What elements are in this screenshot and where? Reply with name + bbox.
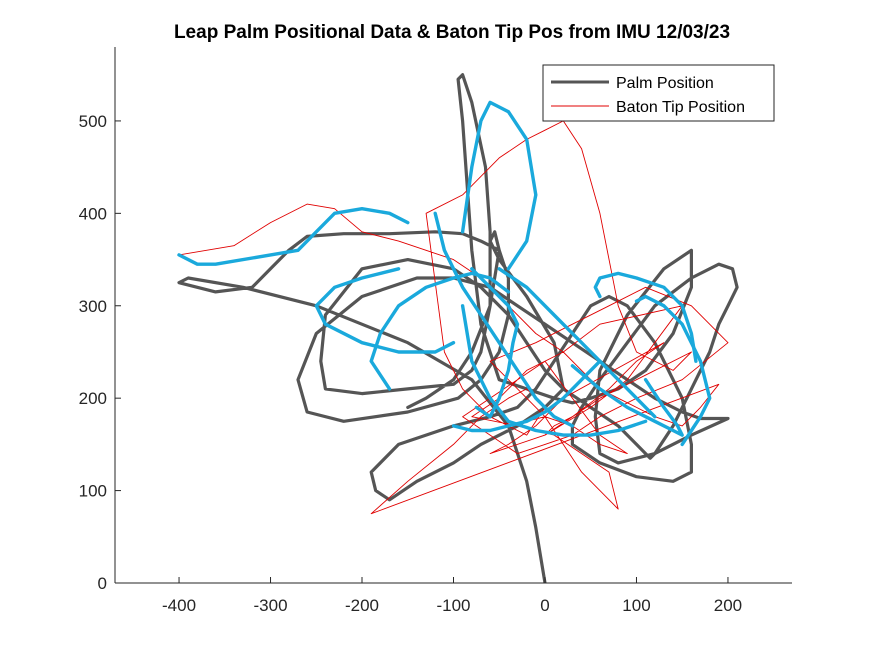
series-2-segment [570,364,684,437]
axes: -400 -300 -200 -100 0 100 200 0 100 200 300 400 500 [79,47,792,615]
x-tick-label: 0 [540,596,549,615]
y-tick-label: 400 [79,204,107,223]
x-tick-label: 100 [622,596,650,615]
y-tick-label: 0 [98,574,107,593]
y-tick-label: 200 [79,389,107,408]
series-2-segment [470,267,520,419]
x-tick-label: -300 [254,596,288,615]
x-tick-label: 200 [714,596,742,615]
chart-title: Leap Palm Positional Data & Baton Tip Po… [174,22,730,43]
y-tick-label: 100 [79,482,107,501]
legend-label: Baton Tip Position [616,99,745,116]
x-tick-label: -400 [162,596,196,615]
series-2-segment [369,271,511,391]
series-2-segment [634,294,712,447]
series-2-segment [177,207,410,266]
legend-label: Palm Position [616,75,714,92]
x-tick-label: -200 [345,596,379,615]
series-2-segment [460,304,648,437]
y-tick-label: 300 [79,297,107,316]
series-2-segment [314,267,456,354]
plot-area [177,73,739,583]
series-2-segment [433,211,575,428]
y-tick-label: 500 [79,112,107,131]
series-2-segment [593,271,698,363]
series-line-palm-position [177,73,739,583]
series-2-segment [451,359,602,433]
legend-box [542,64,775,122]
x-tick-label: -100 [436,596,470,615]
series-2-segment [460,100,538,271]
legend: Palm Position Baton Tip Position [542,64,775,122]
